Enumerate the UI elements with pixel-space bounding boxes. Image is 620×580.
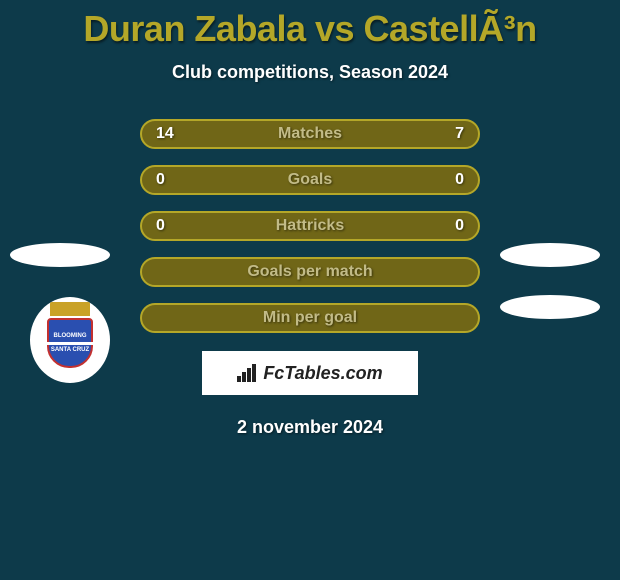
stat-row-hattricks: 0 Hattricks 0	[140, 211, 480, 241]
stat-label: Goals	[288, 171, 332, 189]
stat-label: Goals per match	[247, 263, 372, 281]
badge-crown-icon	[50, 302, 90, 316]
stat-value-right: 7	[444, 125, 464, 143]
badge-text-2: SANTA CRUZ	[51, 347, 89, 354]
branding-box: FcTables.com	[202, 351, 418, 395]
player-left-ellipse-icon	[10, 243, 110, 267]
stat-value-right: 0	[444, 217, 464, 235]
stat-label: Matches	[278, 125, 342, 143]
date-text: 2 november 2024	[0, 417, 620, 438]
stats-area: BLOOMING SANTA CRUZ 14 Matches 7 0 Goals…	[0, 119, 620, 438]
stat-row-matches: 14 Matches 7	[140, 119, 480, 149]
stat-value-right: 0	[444, 171, 464, 189]
stat-row-goals-per-match: Goals per match	[140, 257, 480, 287]
badge-text-1: BLOOMING	[54, 333, 87, 340]
stat-value-left: 14	[156, 125, 176, 143]
badge-stripe-icon	[47, 342, 93, 345]
badge-shield-icon: BLOOMING SANTA CRUZ	[47, 318, 93, 368]
stat-label: Min per goal	[263, 309, 357, 327]
branding-text: FcTables.com	[263, 363, 382, 384]
page-subtitle: Club competitions, Season 2024	[0, 62, 620, 83]
comparison-card: Duran Zabala vs CastellÃ³n Club competit…	[0, 0, 620, 580]
stat-value-left: 0	[156, 217, 176, 235]
branding-bars-icon	[237, 364, 259, 382]
page-title: Duran Zabala vs CastellÃ³n	[0, 0, 620, 50]
stat-row-min-per-goal: Min per goal	[140, 303, 480, 333]
player-right-ellipse-1-icon	[500, 243, 600, 267]
stat-value-left: 0	[156, 171, 176, 189]
player-right-ellipse-2-icon	[500, 295, 600, 319]
stat-row-goals: 0 Goals 0	[140, 165, 480, 195]
stat-label: Hattricks	[276, 217, 344, 235]
club-badge-left-icon: BLOOMING SANTA CRUZ	[30, 297, 110, 383]
